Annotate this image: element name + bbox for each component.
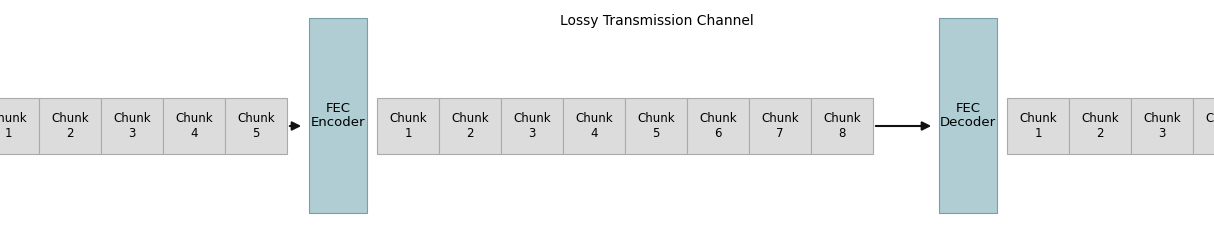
Bar	[687, 98, 749, 154]
Bar	[225, 98, 287, 154]
Text: FEC
Decoder: FEC Decoder	[940, 101, 995, 130]
Bar	[39, 98, 101, 154]
Text: Chunk
4: Chunk 4	[1206, 112, 1214, 140]
Text: Chunk
5: Chunk 5	[637, 112, 675, 140]
Text: FEC
Encoder: FEC Encoder	[311, 101, 365, 130]
Text: Chunk
2: Chunk 2	[452, 112, 489, 140]
Bar	[749, 98, 811, 154]
Bar	[0, 98, 39, 154]
Bar	[1131, 98, 1193, 154]
Text: Chunk
3: Chunk 3	[113, 112, 151, 140]
Bar	[563, 98, 625, 154]
Text: Chunk
2: Chunk 2	[1082, 112, 1119, 140]
Text: Chunk
4: Chunk 4	[175, 112, 212, 140]
Bar	[938, 18, 997, 213]
Text: Chunk
7: Chunk 7	[761, 112, 799, 140]
Text: Chunk
1: Chunk 1	[390, 112, 427, 140]
Bar	[310, 18, 367, 213]
Bar	[1070, 98, 1131, 154]
Text: Chunk
4: Chunk 4	[575, 112, 613, 140]
Bar	[101, 98, 163, 154]
Bar	[378, 98, 439, 154]
Bar	[501, 98, 563, 154]
Bar	[163, 98, 225, 154]
Text: Chunk
1: Chunk 1	[1020, 112, 1057, 140]
Text: Chunk
5: Chunk 5	[237, 112, 274, 140]
Text: Chunk
1: Chunk 1	[0, 112, 27, 140]
Bar	[1193, 98, 1214, 154]
Bar	[1006, 98, 1070, 154]
Text: Chunk
8: Chunk 8	[823, 112, 861, 140]
Text: Chunk
6: Chunk 6	[699, 112, 737, 140]
Bar	[439, 98, 501, 154]
Text: Chunk
2: Chunk 2	[51, 112, 89, 140]
Text: Lossy Transmission Channel: Lossy Transmission Channel	[560, 14, 754, 28]
Bar	[811, 98, 873, 154]
Bar	[625, 98, 687, 154]
Text: Chunk
3: Chunk 3	[514, 112, 551, 140]
Text: Chunk
3: Chunk 3	[1144, 112, 1181, 140]
